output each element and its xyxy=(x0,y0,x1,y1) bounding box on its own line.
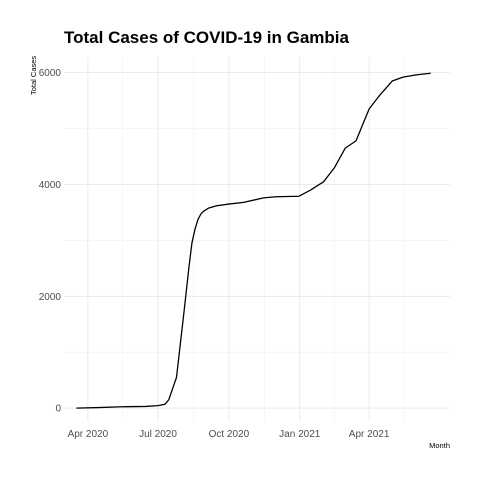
x-axis-title: Month xyxy=(429,441,450,450)
y-tick-labels: 0 2000 4000 6000 xyxy=(39,68,62,414)
grid xyxy=(64,57,450,421)
x-tick-labels: Apr 2020 Jul 2020 Oct 2020 Jan 2021 Apr 2021 xyxy=(68,429,390,440)
y-tick-label: 2000 xyxy=(39,292,62,303)
y-tick-label: 4000 xyxy=(39,180,62,191)
chart-title: Total Cases of COVID-19 in Gambia xyxy=(64,28,350,47)
x-tick-label: Jan 2021 xyxy=(279,429,321,440)
x-tick-label: Apr 2021 xyxy=(349,429,390,440)
y-tick-label: 6000 xyxy=(39,68,62,79)
x-tick-label: Oct 2020 xyxy=(209,429,250,440)
y-tick-label: 0 xyxy=(55,404,61,415)
x-tick-label: Apr 2020 xyxy=(68,429,109,440)
y-axis-title: Total Cases xyxy=(29,56,38,95)
x-tick-label: Jul 2020 xyxy=(139,429,177,440)
series-line-total-cases xyxy=(76,72,431,409)
